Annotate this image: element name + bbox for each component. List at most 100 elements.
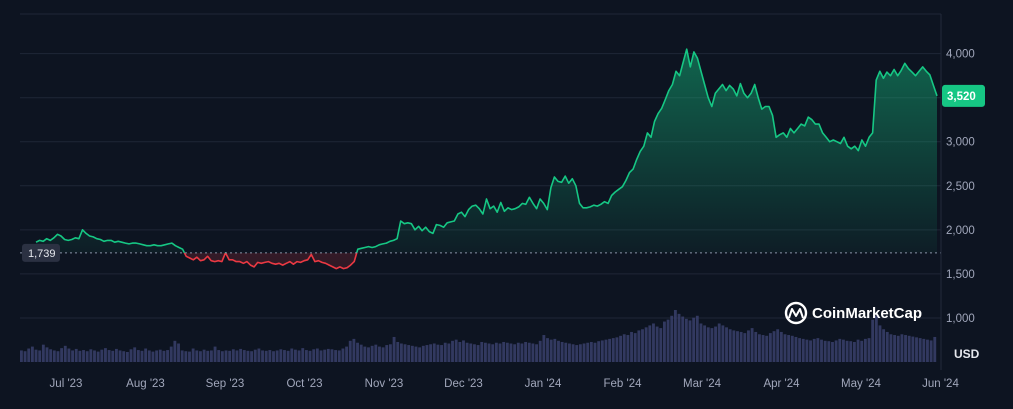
volume-bar [312, 349, 316, 362]
volume-bar [257, 348, 261, 362]
volume-bar [652, 323, 655, 362]
volume-bar [82, 350, 85, 362]
volume-bar [644, 327, 648, 362]
volume-bar [399, 343, 403, 362]
volume-bar [608, 338, 612, 362]
x-tick-label: Sep '23 [206, 378, 245, 390]
x-tick-label: Aug '23 [126, 378, 165, 390]
volume-bar [388, 344, 392, 362]
volume-bar [330, 349, 334, 362]
volume-bar [896, 335, 900, 362]
volume-bar [385, 345, 389, 362]
volume-bar [275, 350, 279, 362]
volume-bar [206, 350, 210, 362]
volume-bar [600, 340, 604, 362]
volume-bar [348, 340, 352, 362]
baseline-label-text: 1,739 [28, 248, 56, 260]
volume-bar [878, 325, 882, 362]
x-tick-label: Nov '23 [365, 378, 404, 390]
volume-bar [801, 338, 805, 362]
volume-bars [20, 310, 937, 362]
volume-bar [370, 345, 374, 362]
volume-bar [790, 335, 794, 362]
volume-bar [403, 344, 407, 362]
volume-bar [107, 350, 111, 362]
y-tick-label: 2,000 [946, 225, 975, 237]
volume-bar [147, 350, 151, 362]
volume-bar [589, 341, 593, 362]
volume-bar [261, 350, 264, 362]
volume-bar [845, 340, 849, 362]
volume-bar [378, 346, 381, 362]
volume-bar [717, 323, 721, 362]
volume-bar [747, 330, 750, 362]
volume-bar [166, 350, 169, 362]
volume-bar [319, 350, 323, 362]
x-tick-label: Jul '23 [50, 378, 83, 390]
volume-bar [860, 340, 864, 362]
volume-bar [476, 345, 480, 362]
volume-bar [816, 338, 820, 362]
volume-bar [487, 343, 491, 362]
volume-bar [619, 335, 623, 362]
volume-bar [834, 340, 838, 362]
volume-bar [173, 340, 177, 362]
y-tick-label: 1,500 [946, 269, 975, 281]
y-tick-label: 3,000 [946, 137, 975, 149]
volume-bar [662, 321, 666, 362]
volume-bar [535, 344, 538, 362]
volume-bar [597, 341, 601, 362]
volume-bar [180, 350, 184, 362]
volume-bar [272, 351, 275, 362]
volume-bar [432, 343, 436, 362]
volume-bar [568, 343, 571, 362]
volume-bar [367, 347, 370, 362]
volume-bar [140, 350, 144, 362]
price-line-down [183, 252, 358, 270]
x-tick-label: Jan '24 [525, 378, 562, 390]
volume-bar [323, 349, 327, 362]
volume-bar [706, 327, 710, 362]
volume-bar [564, 342, 568, 362]
volume-bar [231, 349, 235, 362]
volume-bar [673, 310, 677, 362]
volume-bar [74, 348, 78, 362]
volume-bar [549, 339, 553, 362]
volume-bar [794, 336, 798, 362]
volume-bar [188, 351, 191, 362]
volume-bar [611, 338, 615, 362]
volume-bar [809, 340, 812, 362]
volume-bar [454, 339, 458, 362]
volume-bar [553, 338, 557, 362]
volume-bar [308, 350, 312, 362]
volume-bar [199, 351, 202, 362]
volume-bar [768, 333, 772, 362]
x-tick-label: Oct '23 [286, 378, 322, 390]
volume-bar [798, 338, 802, 362]
volume-bar [443, 342, 447, 362]
price-line-up [35, 48, 938, 253]
volume-bar [111, 350, 115, 362]
volume-bar [429, 344, 433, 362]
volume-bar [209, 350, 213, 362]
volume-bar [787, 335, 791, 362]
current-price-text: 3,520 [947, 91, 976, 103]
x-tick-label: Mar '24 [683, 378, 722, 390]
volume-bar [78, 350, 82, 362]
volume-bar [483, 342, 487, 362]
volume-bar [688, 320, 692, 362]
volume-bar [133, 347, 137, 362]
volume-bar [538, 340, 542, 362]
volume-bar [648, 325, 652, 362]
volume-bar [195, 350, 199, 362]
volume-bar [191, 348, 195, 362]
volume-bar [889, 334, 893, 362]
x-tick-label: Jun '24 [922, 378, 959, 390]
volume-bar [34, 349, 38, 362]
x-tick-label: Dec '23 [444, 378, 483, 390]
current-price-badge: 3,520 [942, 84, 985, 107]
volume-bar [100, 349, 104, 362]
volume-bar [155, 350, 159, 362]
